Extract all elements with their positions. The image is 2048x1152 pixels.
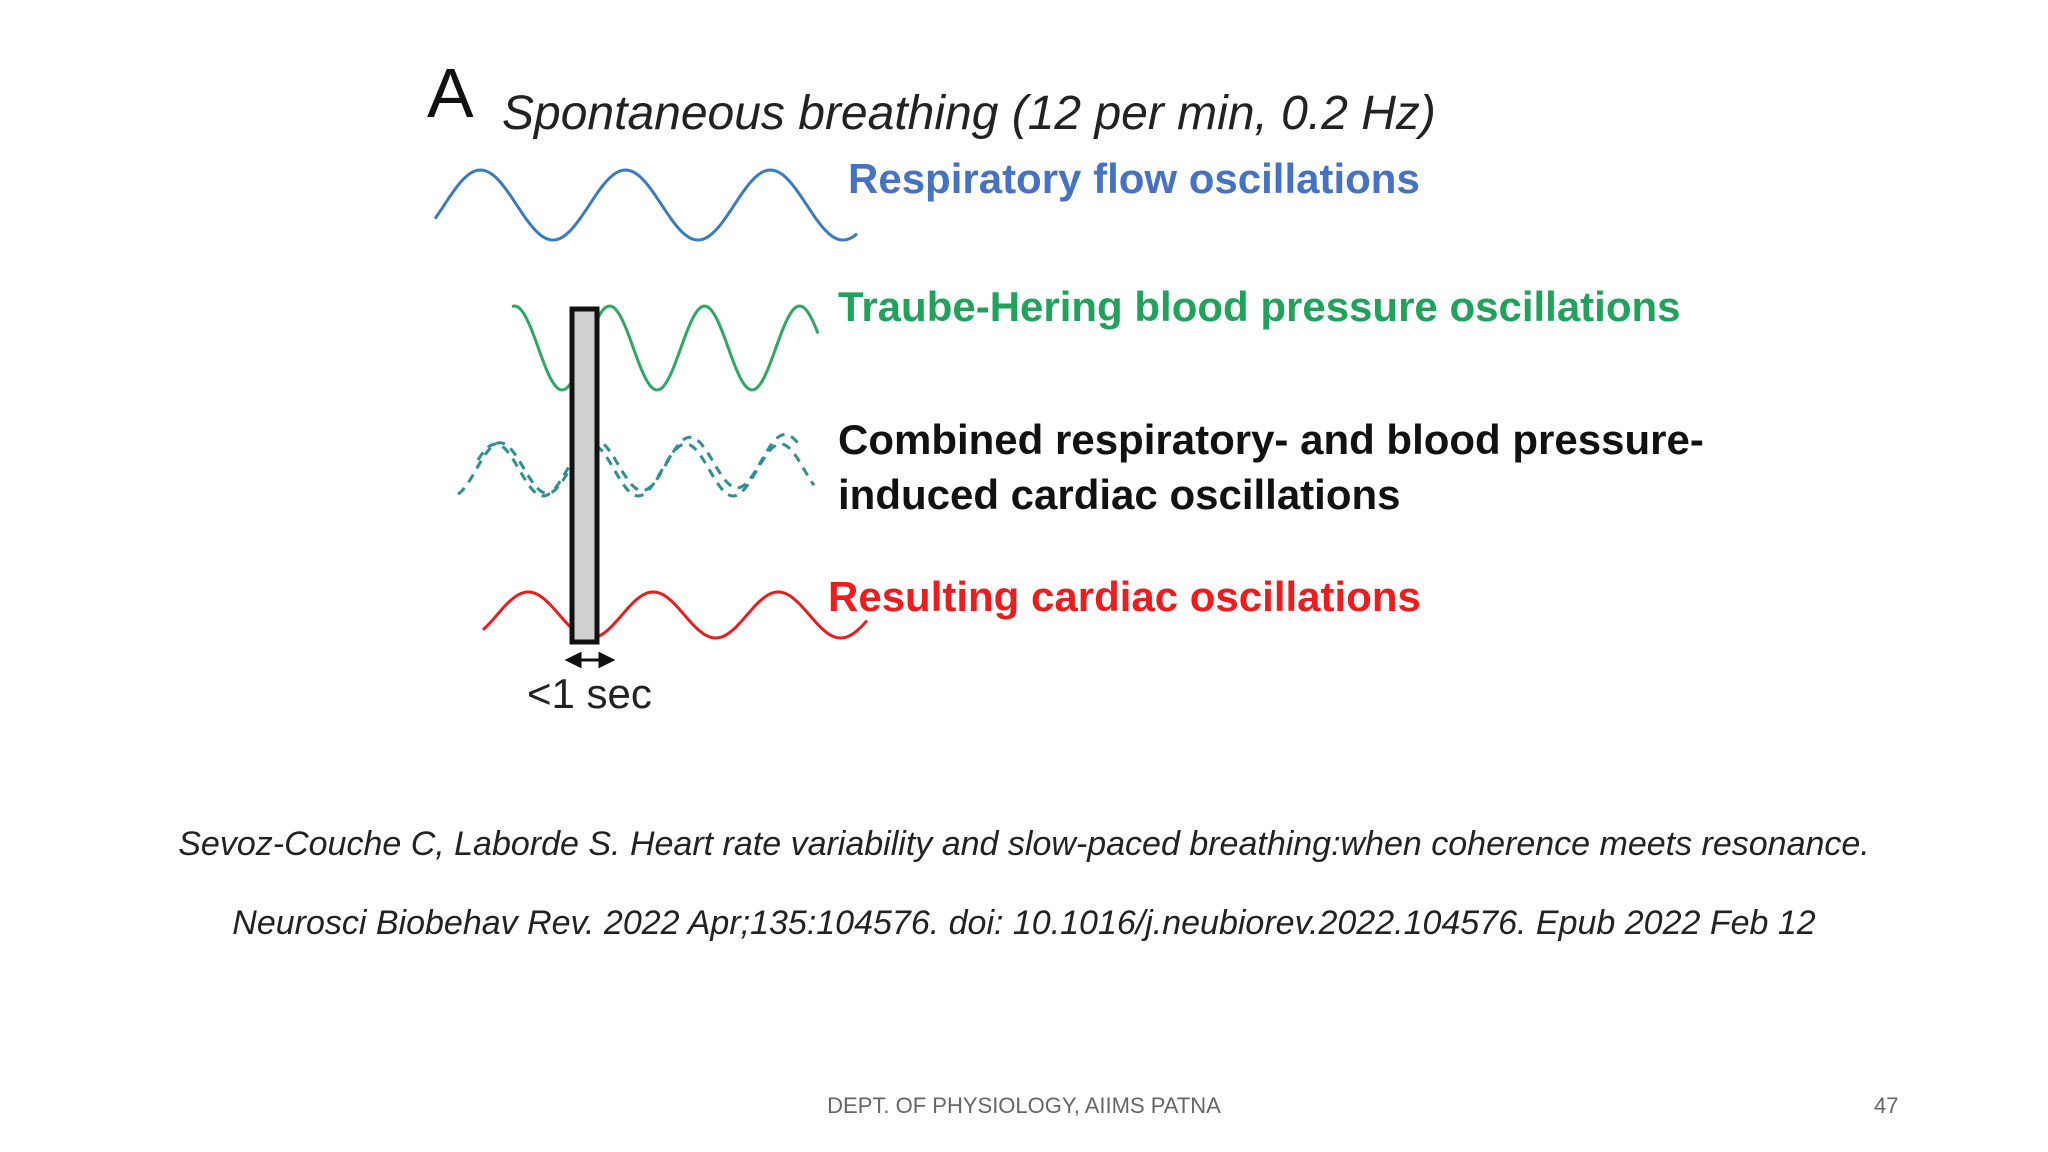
cardiac-wave <box>481 590 869 640</box>
cardiac-oscillations-label: Resulting cardiac oscillations <box>828 573 1421 620</box>
oscillation-diagram <box>433 168 869 669</box>
time-window-box <box>569 306 600 645</box>
combined-oscillations-label: Combined respiratory- and blood pressure… <box>838 413 1704 522</box>
footer-text: DEPT. OF PHYSIOLOGY, AIIMS PATNA <box>827 1093 1221 1118</box>
page-number: 47 <box>1874 1093 1899 1118</box>
time-window-label: <1 sec <box>527 670 652 717</box>
respiratory-flow-wave <box>433 168 858 242</box>
combined-dashed-wave-2 <box>476 442 816 498</box>
blood-pressure-label: Traube-Hering blood pressure oscillation… <box>838 283 1681 330</box>
figure-title: Spontaneous breathing (12 per min, 0.2 H… <box>502 87 1436 140</box>
panel-letter: A <box>427 54 474 132</box>
combined-dashed-wave-1 <box>457 433 802 496</box>
citation-line-2: Neurosci Biobehav Rev. 2022 Apr;135:1045… <box>232 904 1816 942</box>
respiratory-flow-label: Respiratory flow oscillations <box>848 155 1420 202</box>
blood-pressure-wave <box>511 304 820 392</box>
citation-line-1: Sevoz-Couche C, Laborde S. Heart rate va… <box>178 825 1870 863</box>
combined-label-line2: induced cardiac oscillations <box>838 470 1401 518</box>
double-arrow-icon <box>564 651 616 669</box>
combined-label-line1: Combined respiratory- and blood pressure… <box>838 416 1704 463</box>
